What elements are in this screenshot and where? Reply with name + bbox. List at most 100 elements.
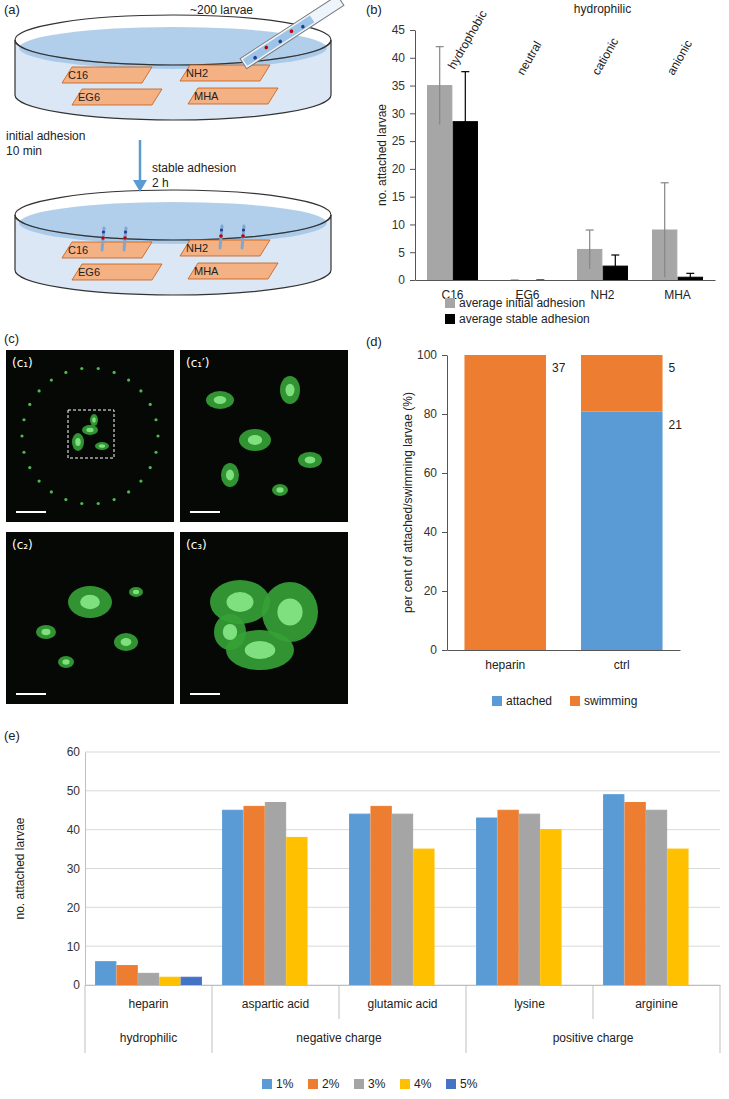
group-label: positive charge: [553, 1031, 634, 1045]
fluorescent-core: [121, 638, 132, 646]
legend-swatch: [354, 1079, 364, 1089]
bar: [689, 985, 709, 986]
y-tick-label: 50: [67, 784, 81, 798]
arrow-shaft: [139, 140, 142, 182]
x-tick: ctrl: [614, 650, 630, 672]
panel-label: (a): [4, 2, 20, 17]
y-tick: 40: [424, 525, 447, 539]
fluorescent-core: [227, 592, 254, 612]
fluorescent-blob: [68, 586, 112, 618]
scale-bar: [16, 511, 46, 513]
bar: [138, 973, 158, 985]
fluorescent-blob: [239, 429, 271, 451]
fluorescent-spot: [127, 490, 130, 493]
grid: [85, 752, 720, 985]
image: (c₂): [6, 532, 174, 704]
scale-bar: [16, 693, 46, 695]
fluorescent-core: [245, 641, 276, 659]
panel-label: (b): [366, 2, 382, 17]
y-tick-label: 60: [67, 745, 81, 759]
fluorescent-spot: [156, 434, 159, 437]
y-tick-label: 0: [430, 643, 437, 657]
fluorescent-core: [226, 470, 234, 481]
fluorescent-spot: [154, 451, 157, 454]
y-tick: 50: [67, 784, 85, 798]
y-tick-mark: [410, 252, 415, 253]
fluorescent-blob: [82, 425, 98, 435]
fluorescent-spot: [28, 466, 31, 469]
x-axis: heparinaspartic acidglutamic acidlysinea…: [86, 985, 721, 1011]
category-separator: [720, 985, 721, 1053]
surface: [188, 263, 278, 279]
category-separators: [85, 985, 720, 1053]
group-label: negative charge: [296, 1031, 382, 1045]
panel-c: (c)(c₁)(c₁′)(c₂)(c₃): [4, 331, 348, 704]
bar: [498, 810, 518, 985]
x-tick: NH2: [590, 280, 614, 302]
fluorescent-core: [133, 590, 139, 595]
image-background: [6, 350, 174, 522]
y-axis-line: [447, 356, 448, 651]
bar: [265, 802, 285, 985]
x-tick-label: glutamic acid: [367, 997, 437, 1011]
error-bar-cap: [686, 273, 694, 274]
y-axis-title: per cent of attached/swimming larvae (%): [401, 392, 415, 613]
x-tick: heparin: [128, 985, 168, 1011]
surface-label: C16: [68, 244, 88, 256]
dish-rim: [15, 15, 331, 65]
pipette: [240, 0, 344, 69]
legend-item: 4%: [400, 1077, 432, 1091]
y-tick-label: 40: [424, 525, 438, 539]
y-tick-label: 5: [398, 246, 405, 260]
error-bar: [536, 280, 544, 281]
annotation: neutral: [514, 39, 544, 78]
fluorescent-spot: [154, 418, 157, 421]
y-tick-mark: [410, 224, 415, 225]
pipette-larva: [300, 24, 305, 29]
image-background: [180, 532, 348, 704]
fluorescent-core: [276, 487, 283, 492]
y-tick-mark: [442, 355, 447, 356]
fluorescent-core: [99, 444, 105, 448]
fluorescent-spot: [22, 418, 25, 421]
y-tick-label: 45: [392, 23, 406, 37]
fluorescent-spot: [139, 389, 142, 392]
fluorescent-spot: [64, 498, 67, 501]
x-tick: heparin: [485, 650, 525, 672]
fluorescent-blob: [129, 587, 143, 597]
fluorescent-blob: [221, 463, 239, 487]
image-label: (c₃): [186, 538, 207, 552]
surface: [72, 89, 162, 105]
pipette-liquid: [243, 16, 314, 66]
surface: [62, 67, 152, 83]
pipette-larva: [253, 55, 258, 60]
fluorescent-spot: [113, 498, 116, 501]
count-label: 21: [669, 418, 683, 432]
y-tick-mark: [410, 58, 415, 59]
fluorescent-spot: [20, 434, 23, 437]
x-axis-line: [448, 650, 681, 651]
fluorescent-blob: [58, 656, 74, 668]
bar: [625, 802, 645, 985]
legend-label: 1%: [276, 1077, 294, 1091]
error-bar-cap: [611, 254, 619, 255]
fluorescent-spot: [127, 378, 130, 381]
error-bar-line: [439, 47, 440, 125]
surface-label: NH2: [186, 67, 208, 79]
surface-label: EG6: [78, 91, 100, 103]
error-bar-line: [690, 273, 691, 280]
fluorescent-spot: [139, 479, 142, 482]
y-tick: 60: [67, 745, 85, 759]
error-bar: [461, 72, 469, 172]
fluorescent-blob: [95, 442, 109, 450]
group-label: hydrophilic: [120, 1031, 177, 1045]
plot-marks: [428, 47, 703, 280]
error-bar-cap: [461, 71, 469, 72]
figure: (a)C16NH2EG6MHAC16NH2EG6MHA~200 larvaein…: [0, 0, 729, 1099]
bar: [287, 837, 307, 985]
pipette-larva: [264, 45, 269, 50]
y-tick-mark: [410, 280, 415, 281]
pipette-larva: [289, 29, 294, 34]
y-tick-label: 0: [73, 978, 80, 992]
y-tick-label: 60: [424, 466, 438, 480]
